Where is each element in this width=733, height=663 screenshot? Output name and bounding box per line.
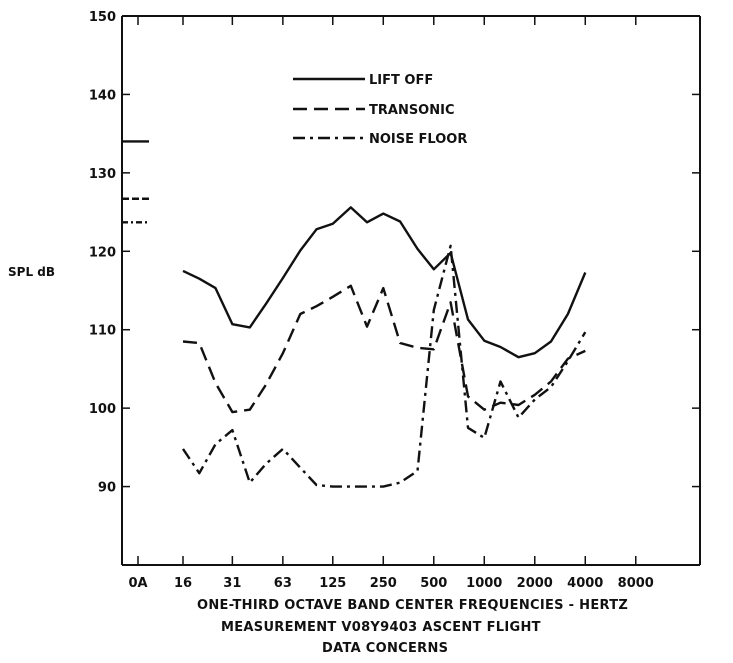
x-tick-label: 0A: [128, 576, 147, 591]
y-tick-label: 140: [89, 88, 116, 103]
x-tick-label: 31: [223, 576, 241, 591]
chart-legend: LIFT OFF TRANSONIC NOISE FLOOR: [293, 73, 467, 147]
x-tick-label: 2000: [517, 576, 553, 591]
x-tick-label: 1000: [466, 576, 502, 591]
x-tick-label: 4000: [567, 576, 603, 591]
legend-label: LIFT OFF: [369, 73, 433, 88]
series-line-lift-off: [182, 206, 587, 359]
y-tick-label: 120: [89, 245, 116, 260]
y-axis-label: SPL dB: [8, 265, 55, 279]
series-line-noise-floor: [182, 244, 587, 488]
y-tick-label: 150: [89, 10, 116, 25]
x-tick-label: 125: [319, 576, 346, 591]
caption-data-concerns: DATA CONCERNS: [322, 641, 449, 656]
y-tick-label: 130: [89, 167, 116, 182]
chart-ticks: 90 100 110 120 130 140 150 0A 16 31 63 125 250 500 100…: [89, 10, 700, 591]
series-line-transonic: [182, 284, 586, 414]
x-tick-label: 16: [174, 576, 192, 591]
x-tick-label: 8000: [618, 576, 654, 591]
y-tick-label: 90: [98, 481, 116, 496]
legend-label: TRANSONIC: [369, 103, 455, 118]
x-tick-label: 63: [274, 576, 292, 591]
x-tick-label: 500: [420, 576, 447, 591]
x-tick-label: 250: [370, 576, 397, 591]
caption-measurement: MEASUREMENT V08Y9403 ASCENT FLIGHT: [221, 620, 541, 635]
y-tick-label: 110: [89, 324, 116, 339]
y-tick-label: 100: [89, 402, 116, 417]
legend-label: NOISE FLOOR: [369, 132, 467, 147]
x-axis-label: ONE-THIRD OCTAVE BAND CENTER FREQUENCIES…: [197, 598, 629, 613]
chart-series: [122, 140, 587, 488]
chart-axes: [121, 15, 701, 566]
